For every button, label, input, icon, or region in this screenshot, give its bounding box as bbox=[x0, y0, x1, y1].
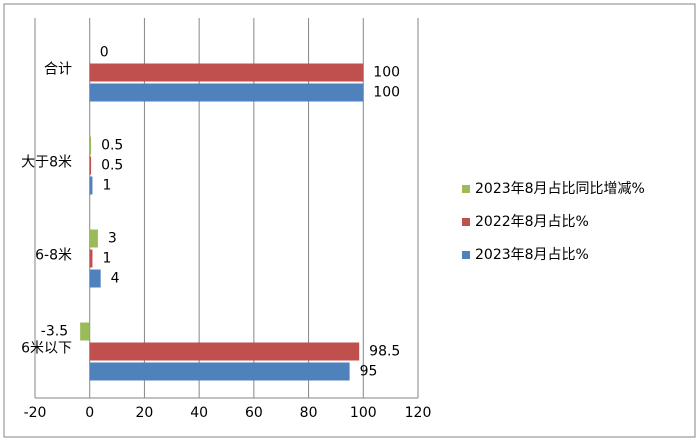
legend-swatch bbox=[462, 251, 470, 259]
legend-label: 2022年8月占比% bbox=[475, 214, 589, 230]
x-tick-label: -20 bbox=[24, 405, 47, 421]
data-label: 1 bbox=[102, 178, 111, 194]
x-tick-label: 40 bbox=[190, 405, 208, 421]
legend-label: 2023年8月占比% bbox=[475, 247, 589, 263]
data-label: -3.5 bbox=[41, 324, 68, 340]
data-label: 0.5 bbox=[101, 138, 123, 154]
bar bbox=[89, 249, 93, 268]
data-label: 4 bbox=[111, 271, 120, 287]
bar bbox=[89, 342, 360, 361]
bar bbox=[89, 136, 92, 155]
data-label: 100 bbox=[373, 65, 400, 81]
y-tick-label: 6米以下 bbox=[21, 341, 72, 357]
bar bbox=[89, 83, 364, 102]
bar bbox=[89, 269, 101, 288]
y-tick-label: 合计 bbox=[44, 62, 72, 78]
x-tick-label: 0 bbox=[85, 405, 94, 421]
bar bbox=[89, 229, 98, 248]
data-label: 1 bbox=[102, 251, 111, 267]
x-tick-label: 100 bbox=[350, 405, 377, 421]
bar bbox=[89, 176, 93, 195]
bar bbox=[80, 322, 90, 341]
x-tick-label: 80 bbox=[300, 405, 318, 421]
y-tick-label: 6-8米 bbox=[35, 248, 72, 264]
data-label: 0 bbox=[100, 45, 109, 61]
x-tick-label: 120 bbox=[405, 405, 432, 421]
legend-swatch bbox=[462, 218, 470, 226]
legend-label: 2023年8月占比同比增减% bbox=[475, 181, 645, 197]
x-tick-label: 60 bbox=[245, 405, 263, 421]
data-label: 100 bbox=[373, 85, 400, 101]
bar bbox=[89, 63, 364, 82]
data-label: 95 bbox=[360, 364, 378, 380]
bar bbox=[89, 362, 350, 381]
legend-swatch bbox=[462, 185, 470, 193]
bar bbox=[89, 156, 92, 175]
data-label: 0.5 bbox=[101, 158, 123, 174]
y-tick-label: 大于8米 bbox=[21, 155, 72, 171]
x-tick-label: 20 bbox=[136, 405, 154, 421]
data-label: 98.5 bbox=[369, 344, 400, 360]
data-label: 3 bbox=[108, 231, 117, 247]
